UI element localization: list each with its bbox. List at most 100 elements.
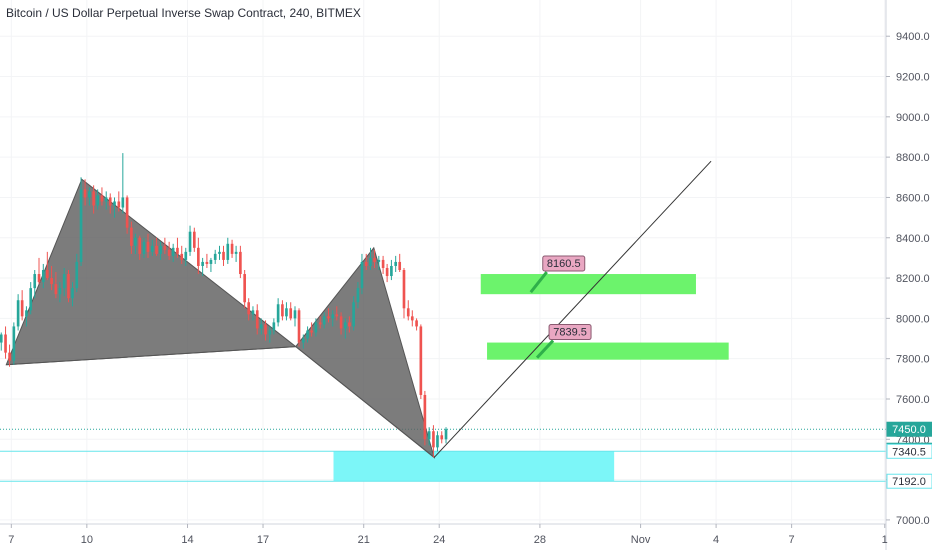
- candle: [360, 253, 364, 295]
- callout-pointer: [535, 339, 555, 359]
- candle-body: [297, 310, 301, 343]
- candle-body: [222, 251, 225, 260]
- candle-body: [335, 314, 339, 317]
- candle: [314, 318, 318, 337]
- candle-body: [239, 251, 242, 275]
- candle-body: [4, 334, 7, 353]
- candle-body: [310, 330, 313, 333]
- candle-body: [201, 261, 204, 266]
- pattern-triangle-bcd: [295, 246, 436, 459]
- candle-body: [8, 352, 11, 361]
- candle-body: [344, 322, 347, 329]
- candle-body: [364, 261, 368, 266]
- candle: [390, 259, 393, 281]
- candle: [427, 427, 431, 446]
- candle-body: [394, 261, 398, 266]
- candle: [201, 257, 204, 277]
- candle: [163, 237, 167, 254]
- candle: [285, 302, 288, 321]
- x-tick-label: Nov: [631, 534, 651, 546]
- candle-body: [16, 300, 20, 327]
- zone-callout: 8160.5: [529, 255, 586, 294]
- candle-body: [289, 308, 293, 319]
- candle-body: [306, 330, 309, 339]
- candle: [339, 312, 343, 335]
- y-tick-label: 7000.0: [896, 515, 930, 527]
- candle: [130, 221, 133, 254]
- callout-pointer: [529, 271, 548, 294]
- candle: [259, 318, 263, 335]
- candle-body: [45, 270, 49, 279]
- y-tick-label: 8800.0: [896, 152, 930, 164]
- y-tick-label: 8000.0: [896, 313, 930, 325]
- candle: [377, 255, 381, 270]
- candle-body: [276, 304, 280, 323]
- candle: [419, 324, 423, 399]
- pattern-leg-xb: [6, 346, 296, 366]
- chart-title: Bitcoin / US Dollar Perpetual Inverse Sw…: [6, 6, 361, 20]
- x-tick-label: 7: [789, 534, 795, 546]
- candle: [108, 193, 112, 214]
- candle: [113, 197, 116, 218]
- candle-body: [150, 245, 154, 252]
- candle: [100, 187, 104, 206]
- candle-body: [209, 259, 213, 264]
- candle-body: [281, 304, 284, 317]
- candle-body: [255, 310, 259, 329]
- candle: [29, 282, 33, 315]
- candle-body: [322, 316, 326, 325]
- y-tick-label: 8600.0: [896, 192, 930, 204]
- candle: [243, 270, 246, 309]
- target-zone: [480, 274, 696, 295]
- badge-text: 7192.0: [892, 476, 926, 488]
- candle: [176, 237, 179, 258]
- x-tick-label: 24: [433, 534, 445, 546]
- candle-body: [50, 278, 53, 285]
- candle-body: [226, 243, 230, 260]
- candle: [92, 185, 95, 214]
- candle-body: [163, 245, 167, 250]
- y-tick-label: 7600.0: [896, 394, 930, 406]
- candle-body: [142, 241, 146, 254]
- candle: [440, 431, 444, 444]
- last-price-badge: 7450.0: [886, 421, 932, 437]
- candle: [222, 245, 225, 266]
- candle-body: [0, 334, 3, 343]
- candle: [310, 322, 313, 337]
- candle-body: [230, 243, 234, 254]
- candle-body: [113, 201, 116, 206]
- candle: [352, 296, 355, 331]
- candle-body: [218, 251, 221, 254]
- candle-body: [377, 259, 381, 262]
- pattern-triangle-xab: [5, 178, 298, 366]
- candle-body: [205, 261, 209, 264]
- candle-body: [37, 274, 41, 283]
- candle-body: [390, 265, 393, 277]
- candle: [381, 255, 385, 275]
- candle-body: [268, 330, 272, 335]
- target-zone: [487, 342, 729, 360]
- x-tick-label: 17: [257, 534, 269, 546]
- candle: [184, 247, 188, 266]
- x-tick-label: 1: [882, 534, 888, 546]
- candle-body: [427, 431, 431, 440]
- candle: [25, 306, 28, 327]
- candle-body: [117, 201, 121, 208]
- candle-body: [20, 300, 24, 317]
- candle: [327, 308, 330, 323]
- candle-body: [444, 429, 448, 440]
- candle: [146, 233, 150, 258]
- candle-body: [54, 284, 58, 295]
- candle-body: [58, 288, 62, 295]
- candle: [67, 270, 70, 303]
- candle-body: [369, 257, 372, 266]
- badge-text: 7340.5: [892, 446, 926, 458]
- level-price-badge: 7340.5: [886, 443, 932, 459]
- candle: [335, 306, 339, 321]
- candle-body: [432, 431, 435, 448]
- candle-body: [318, 322, 322, 325]
- badge-box: [886, 443, 932, 459]
- x-tick-label: 4: [713, 534, 719, 546]
- x-tick-label: 7: [8, 534, 14, 546]
